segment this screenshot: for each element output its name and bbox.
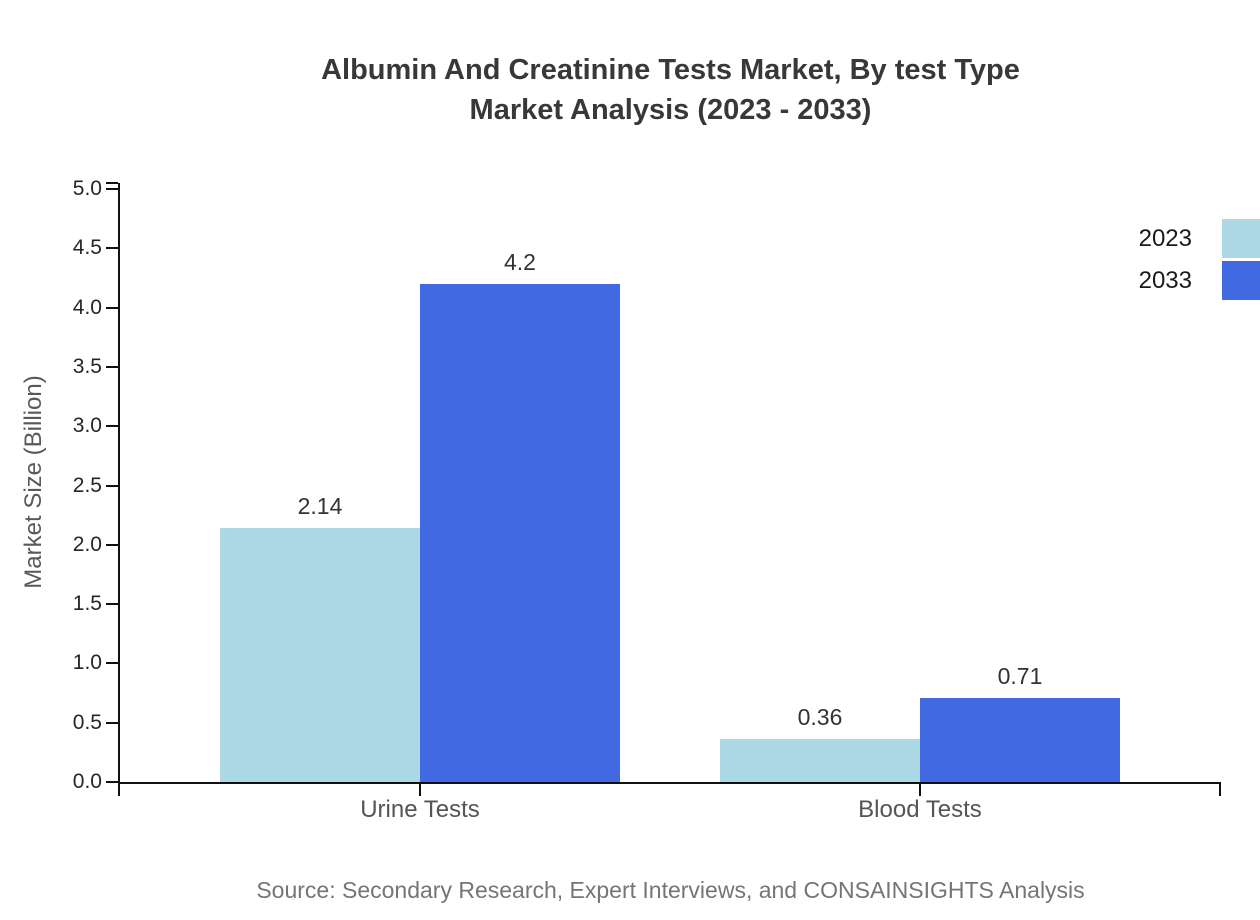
y-tick-label: 4.5 (72, 236, 102, 259)
chart-title-line-2: Market Analysis (2023 - 2033) (469, 94, 872, 126)
y-tick (106, 366, 118, 368)
bar-2033-urine-tests (420, 284, 620, 782)
y-tick-label: 1.0 (72, 651, 102, 674)
y-tick (106, 425, 118, 427)
x-tick (919, 784, 921, 796)
bar-2023-blood-tests (720, 739, 920, 782)
x-tick-label-blood-tests: Blood Tests (858, 796, 982, 823)
y-tick (106, 544, 118, 546)
source-note: Source: Secondary Research, Expert Inter… (256, 877, 1085, 903)
value-label-2023-urine-tests: 2.14 (297, 493, 343, 519)
y-tick-label: 0.5 (72, 711, 102, 734)
y-tick-label: 2.0 (72, 533, 102, 556)
bar-2023-urine-tests (220, 528, 420, 782)
y-tick (106, 781, 118, 783)
legend-label-2033: 2033 (1138, 266, 1192, 294)
chart-title-line-1: Albumin And Creatinine Tests Market, By … (321, 54, 1020, 86)
y-tick-label: 1.5 (72, 592, 102, 615)
value-label-2033-blood-tests: 0.71 (997, 663, 1043, 689)
plot-area: 0.0 0.5 1.0 1.5 2.0 2.5 3.0 3.5 4.0 4.5 5.0 Urine T… (73, 177, 1221, 823)
y-tick (106, 247, 118, 249)
legend-item-2023: 2023 (1139, 219, 1260, 258)
legend-swatch-2023 (1222, 219, 1260, 258)
y-tick (106, 662, 118, 664)
y-tick (106, 188, 118, 190)
value-label-2033-urine-tests: 4.2 (504, 249, 536, 275)
y-tick-label: 4.0 (72, 296, 102, 319)
x-tick (419, 784, 421, 796)
y-tick-label: 2.5 (72, 474, 102, 497)
x-axis-end-tick (1219, 782, 1221, 796)
y-axis-line (118, 183, 120, 796)
chart-title: Albumin And Creatinine Tests Market, By … (120, 50, 1221, 130)
y-tick-label: 0.0 (72, 770, 102, 793)
value-label-2023-blood-tests: 0.36 (797, 704, 843, 730)
x-tick-label-urine-tests: Urine Tests (360, 796, 480, 823)
y-axis-end-tick (106, 182, 118, 184)
legend-swatch-2033 (1222, 261, 1260, 300)
y-tick (106, 722, 118, 724)
y-tick (106, 307, 118, 309)
y-tick-label: 3.5 (72, 355, 102, 378)
y-tick-label: 5.0 (72, 177, 102, 200)
y-tick-label: 3.0 (72, 414, 102, 437)
y-tick (106, 603, 118, 605)
bar-2033-blood-tests (920, 698, 1120, 782)
x-axis-line (118, 782, 1221, 784)
legend-item-2033: 2033 (1139, 261, 1260, 300)
legend-label-2023: 2023 (1138, 224, 1192, 252)
legend: 2023 2033 (1139, 219, 1260, 303)
y-tick (106, 485, 118, 487)
